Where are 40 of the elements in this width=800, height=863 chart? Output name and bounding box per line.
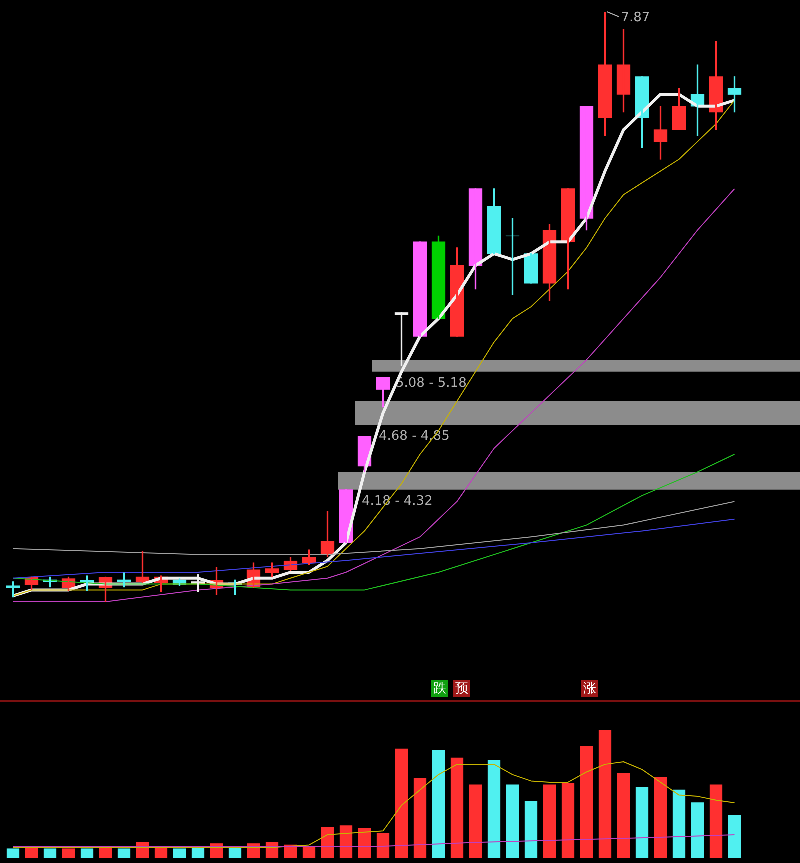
bar — [358, 828, 372, 858]
bar — [543, 784, 556, 858]
bar — [580, 746, 594, 858]
bar — [691, 802, 704, 858]
candlestick — [339, 490, 354, 544]
text: 跌 — [434, 681, 446, 696]
candlestick — [394, 312, 409, 366]
bar — [617, 773, 630, 858]
bar — [672, 790, 686, 858]
bar — [598, 730, 612, 858]
bar — [302, 846, 316, 858]
bar — [710, 784, 723, 858]
bar — [6, 848, 20, 858]
bar — [44, 848, 57, 858]
bar — [469, 784, 482, 858]
text: 涨 — [584, 681, 596, 696]
bar — [414, 778, 427, 858]
bar — [506, 784, 520, 858]
bar — [488, 760, 501, 858]
bar — [321, 826, 334, 858]
bar — [524, 801, 538, 858]
bar — [376, 833, 390, 858]
bar — [340, 826, 353, 858]
bar — [395, 748, 408, 858]
bar — [450, 758, 464, 858]
text: 预 — [456, 681, 468, 696]
candlestick — [413, 242, 428, 337]
bar — [636, 787, 649, 858]
bar — [562, 783, 575, 858]
bar — [654, 777, 668, 858]
bar — [80, 848, 94, 858]
bar — [62, 848, 76, 858]
candlestick — [524, 254, 538, 284]
candlestick — [265, 562, 280, 578]
bar — [173, 848, 186, 858]
candlestick — [6, 582, 20, 598]
annotation: 7.87 — [621, 10, 650, 26]
bar — [432, 750, 446, 858]
bar — [118, 848, 131, 858]
bar — [728, 815, 742, 858]
